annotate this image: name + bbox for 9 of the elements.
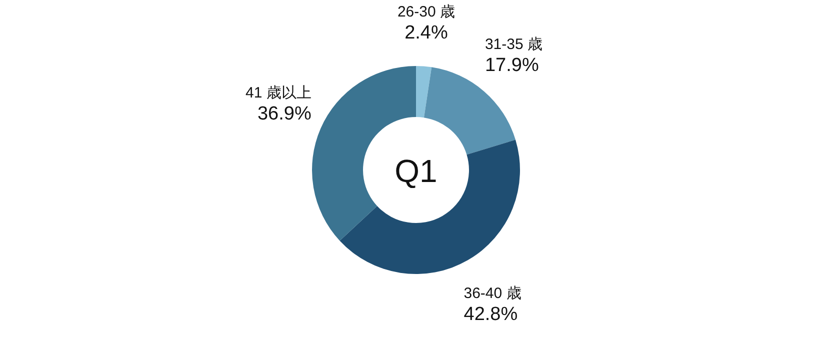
slice-label: 26-30 歳: [397, 3, 456, 20]
data-label: 2.4%: [404, 22, 448, 44]
slice-label: 41 歳以上: [245, 84, 312, 102]
slice-label: 31-35 歳: [484, 36, 543, 54]
slice-label: 36-40 歳: [464, 284, 522, 302]
data-label: 17.9%: [484, 55, 539, 76]
text: Q1: [394, 153, 438, 189]
data-label: 36.9%: [257, 104, 312, 125]
data-label: 42.8%: [464, 304, 518, 325]
